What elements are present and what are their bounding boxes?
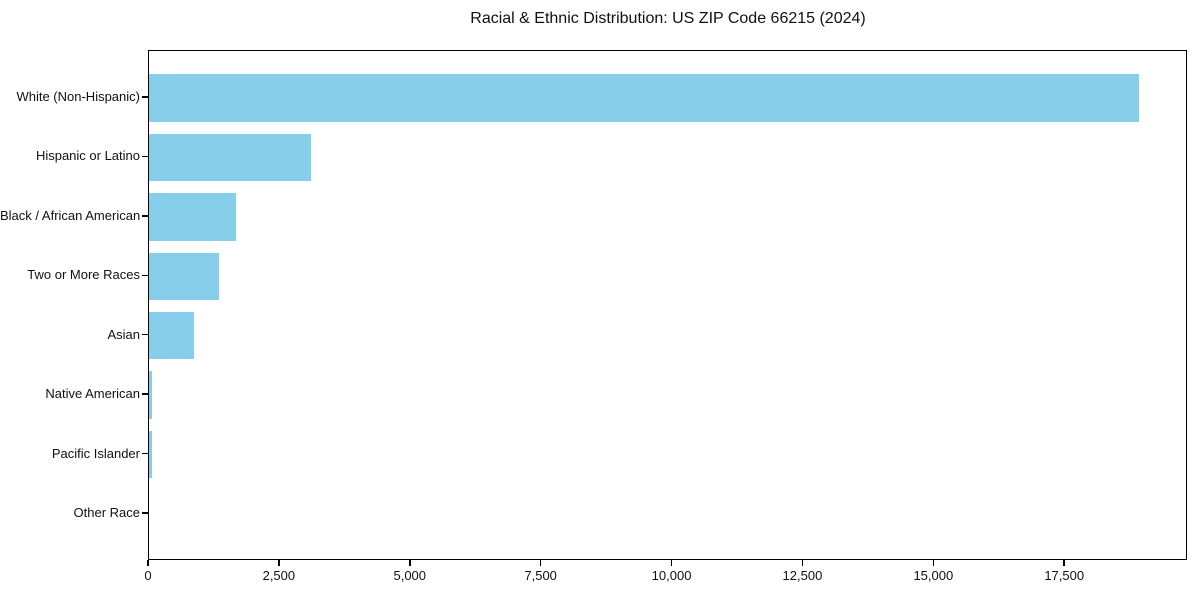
chart-title: Racial & Ethnic Distribution: US ZIP Cod… (470, 10, 866, 27)
y-tick-label: Other Race (73, 505, 140, 521)
bar-hispanic-or-latino (149, 133, 312, 182)
y-tick-label: Asian (107, 326, 140, 342)
y-tick-mark (142, 452, 148, 455)
x-tick-mark (147, 560, 149, 566)
bar-black-african-american (149, 193, 237, 241)
x-tick-label: 5,000 (393, 568, 427, 583)
y-tick-mark (142, 96, 148, 98)
bar-white-non-hispanic (149, 74, 1139, 122)
y-tick-mark (142, 215, 148, 217)
y-tick-mark (142, 393, 148, 395)
x-tick-mark (801, 560, 804, 566)
y-tick-label: Hispanic or Latino (35, 148, 140, 164)
x-tick-mark (670, 560, 673, 566)
x-tick-label: 10,000 (651, 568, 692, 583)
y-tick-mark (142, 512, 148, 514)
x-tick-mark (409, 560, 411, 566)
y-tick-mark (142, 155, 148, 158)
x-tick-label: 17,500 (1044, 568, 1085, 583)
bar-two-or-more-races (149, 252, 219, 301)
x-tick-mark (539, 560, 542, 566)
y-tick-mark (142, 274, 148, 277)
x-tick-mark (932, 560, 935, 566)
x-tick-label: 2,500 (262, 568, 296, 583)
y-tick-label: Two or More Races (27, 267, 140, 283)
y-tick-mark (142, 333, 148, 336)
y-tick-label: Black / African American (0, 207, 141, 223)
plot-area (148, 50, 1187, 560)
bar-native-american (149, 371, 152, 419)
x-tick-label: 7,500 (524, 568, 557, 583)
x-tick-mark (278, 560, 280, 566)
x-tick-mark (1063, 560, 1065, 566)
y-tick-label: White (Non-Hispanic) (16, 88, 140, 104)
bar-asian (149, 311, 194, 360)
bar-pacific-islander (149, 430, 153, 479)
x-tick-label: 0 (144, 568, 152, 583)
y-tick-label: Pacific Islander (51, 445, 140, 461)
x-tick-label: 12,500 (782, 568, 823, 583)
y-tick-label: Native American (45, 386, 140, 402)
x-tick-label: 15,000 (913, 568, 954, 583)
